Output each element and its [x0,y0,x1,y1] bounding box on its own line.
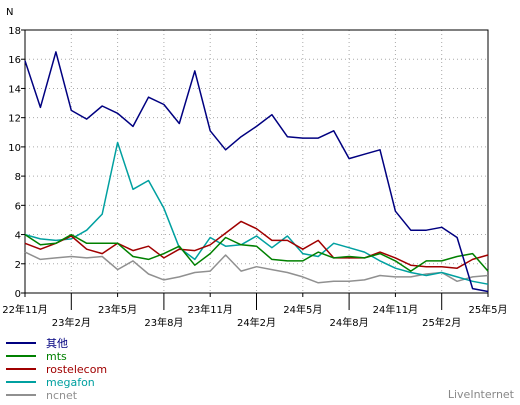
y-tick-label: 6 [15,201,21,212]
series-line [24,220,489,269]
series-lines [24,51,489,293]
brand-label: LiveInternet [448,388,515,401]
y-tick-label: 18 [8,26,21,37]
axes [21,29,489,310]
y-tick-label: 0 [15,289,21,300]
legend-label: mts [46,350,67,363]
x-tick-label: 24年2月 [237,316,276,329]
series-line [24,141,489,285]
legend-label: ncnet [46,389,78,402]
x-tick-label: 23年5月 [98,303,137,316]
y-tick-label: 8 [15,172,21,183]
grid [25,29,488,293]
series-line [24,51,489,293]
x-tick-label: 25年2月 [422,316,461,329]
plot-frame [24,29,489,294]
y-tick-label: 4 [15,231,21,242]
x-tick-label: 23年8月 [144,316,183,329]
legend-label: megafon [46,376,95,389]
x-tick-label: 23年11月 [187,303,232,316]
series-line [24,233,489,272]
x-tick-label: 24年5月 [283,303,322,316]
x-tick-label: 24年11月 [373,303,418,316]
y-tick-label: 16 [8,55,21,66]
y-tick-label: 12 [8,114,21,125]
x-tick-label: 24年8月 [330,316,369,329]
x-tick-label: 23年2月 [52,316,91,329]
y-tick-labels: 0 2 4 6 8 10 12 14 16 18 [8,26,21,300]
legend-label: 其他 [46,337,68,350]
y-axis-label: N [6,7,13,18]
y-tick-label: 2 [15,260,21,271]
legend-label: rostelecom [46,363,107,376]
x-tick-label: 25年5月 [468,303,507,316]
x-tick-labels: 22年11月 23年2月 23年5月 23年8月 23年11月 24年2月 24年5月 24年… [2,303,507,329]
series-line [24,251,489,284]
y-tick-label: 10 [8,143,21,154]
y-tick-label: 14 [8,84,21,95]
x-tick-label: 22年11月 [2,303,47,316]
